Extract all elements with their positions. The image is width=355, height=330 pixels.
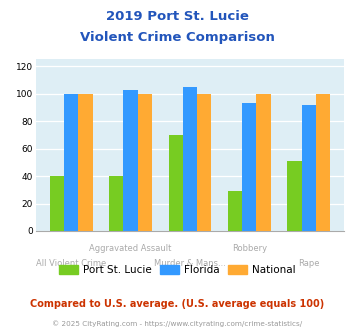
Legend: Port St. Lucie, Florida, National: Port St. Lucie, Florida, National [55,261,300,280]
Bar [197,94,211,231]
Bar [183,87,197,231]
Text: Compared to U.S. average. (U.S. average equals 100): Compared to U.S. average. (U.S. average … [31,299,324,309]
Bar [256,94,271,231]
Bar [138,94,152,231]
Bar [228,191,242,231]
Text: © 2025 CityRating.com - https://www.cityrating.com/crime-statistics/: © 2025 CityRating.com - https://www.city… [53,321,302,327]
Text: Violent Crime Comparison: Violent Crime Comparison [80,31,275,44]
Bar [50,176,64,231]
Bar [78,94,93,231]
Bar [124,90,138,231]
Bar [287,161,302,231]
Bar [316,94,330,231]
Bar [302,105,316,231]
Text: Murder & Mans...: Murder & Mans... [154,259,226,268]
Bar [109,176,124,231]
Bar [242,103,256,231]
Text: All Violent Crime: All Violent Crime [36,259,106,268]
Text: Rape: Rape [298,259,320,268]
Text: 2019 Port St. Lucie: 2019 Port St. Lucie [106,10,249,23]
Text: Aggravated Assault: Aggravated Assault [89,244,172,253]
Bar [64,94,78,231]
Text: Robbery: Robbery [232,244,267,253]
Bar [169,135,183,231]
